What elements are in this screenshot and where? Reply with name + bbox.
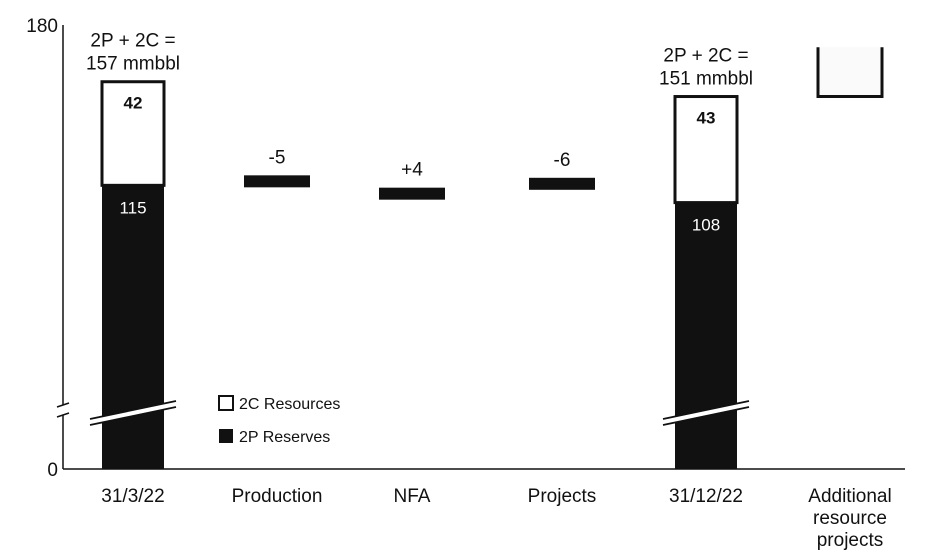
bar-break-line — [662, 400, 750, 420]
bar-2p-reserves — [675, 202, 737, 469]
total-annotation: 151 mmbbl — [659, 69, 753, 90]
total-annotation: 2P + 2C = — [90, 31, 175, 52]
y-tick-label: 0 — [47, 460, 58, 481]
resources-value-label: 43 — [697, 109, 716, 128]
bar-break-line — [89, 406, 177, 426]
x-tick-label: resource — [813, 508, 887, 529]
y-axis-break-mark — [56, 402, 70, 408]
bar-2p-reserves — [102, 185, 164, 470]
x-tick-label: Additional — [808, 486, 891, 507]
legend-label: 2C Resources — [239, 396, 340, 413]
delta-label: -5 — [269, 147, 286, 168]
total-annotation: 157 mmbbl — [86, 54, 180, 75]
y-axis-break-gap — [57, 405, 69, 415]
total-annotation: 2P + 2C = — [663, 46, 748, 67]
x-tick-label: 31/12/22 — [669, 486, 743, 507]
bar-break-line — [89, 400, 177, 420]
bar-2c-resources — [100, 80, 166, 187]
delta-label: +4 — [401, 160, 423, 181]
legend-swatch-2c — [218, 395, 234, 411]
bar-break-gap — [663, 401, 749, 425]
x-tick-label: NFA — [394, 486, 431, 507]
legend-label: 2P Reserves — [239, 429, 330, 446]
reserves-value-label: 108 — [692, 216, 720, 235]
legend-swatch-2p — [219, 429, 233, 443]
resources-value-label: 42 — [124, 94, 143, 113]
delta-label: -6 — [554, 150, 571, 171]
x-tick-label: projects — [817, 530, 884, 551]
delta-bar — [379, 187, 445, 200]
bar-break-line — [662, 406, 750, 426]
x-tick-label: Projects — [528, 486, 597, 507]
delta-bar — [244, 175, 310, 188]
x-tick-label: 31/3/22 — [101, 486, 164, 507]
reserves-value-label: 115 — [119, 198, 146, 217]
bar-break-gap — [90, 401, 176, 425]
y-axis-break-mark — [56, 412, 70, 418]
y-tick-label: 180 — [26, 16, 58, 37]
additional-resource-bar — [816, 47, 884, 99]
x-tick-label: Production — [232, 486, 323, 507]
bar-2c-resources — [673, 95, 739, 205]
delta-bar — [529, 177, 595, 190]
